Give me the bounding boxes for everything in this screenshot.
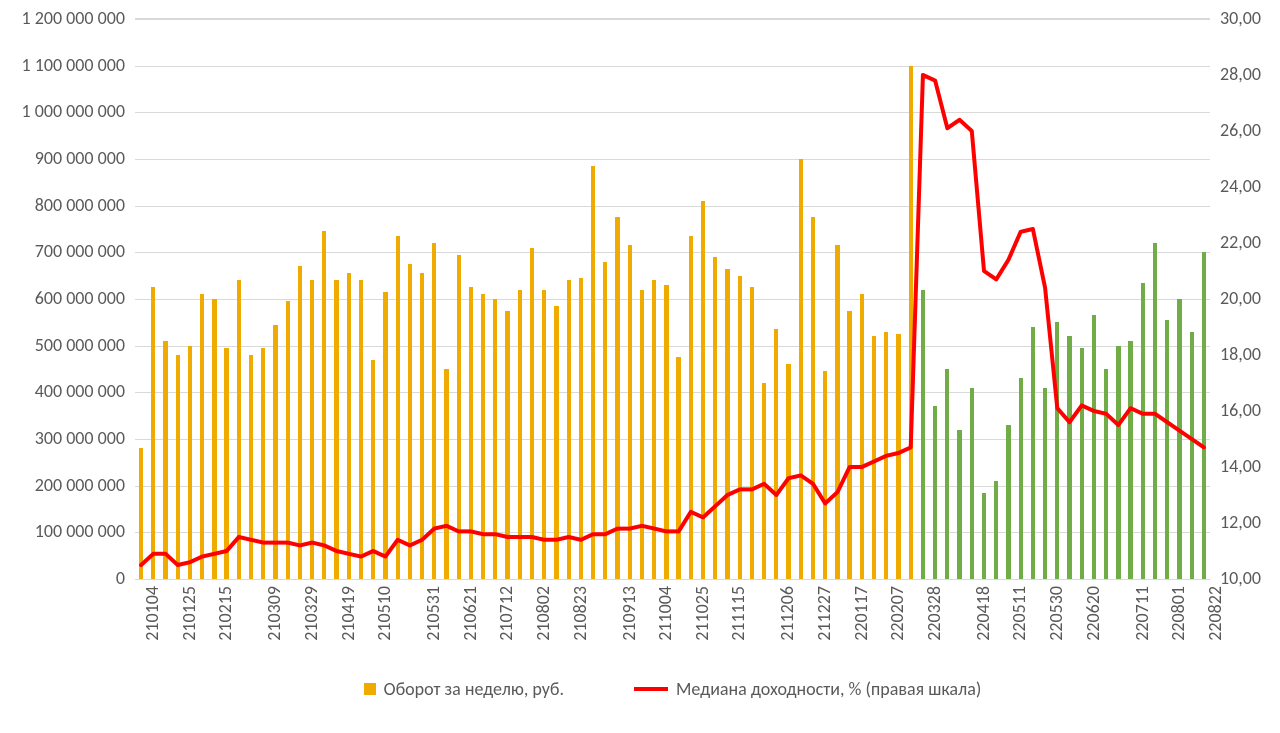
- y-left-tick-label: 0: [0, 569, 125, 587]
- x-tick-label: 210104: [141, 586, 163, 676]
- y-left-tick-label: 700 000 000: [0, 242, 125, 260]
- x-tick-label: 211206: [776, 586, 798, 676]
- legend-label: Оборот за неделю, руб.: [384, 678, 564, 700]
- y-left-tick-label: 400 000 000: [0, 382, 125, 400]
- legend: Оборот за неделю, руб. Медиана доходности…: [135, 678, 1210, 700]
- median-yield-line: [135, 19, 1210, 579]
- y-left-tick-label: 1 200 000 000: [0, 9, 125, 27]
- x-tick-label: 220117: [850, 586, 872, 676]
- x-tick-label: 210309: [263, 586, 285, 676]
- x-tick-label: 220328: [923, 586, 945, 676]
- y-left-tick-label: 500 000 000: [0, 336, 125, 354]
- x-tick-label: 211004: [654, 586, 676, 676]
- x-tick-label: 220620: [1082, 586, 1104, 676]
- plot-area: [135, 18, 1210, 579]
- combo-chart: Оборот за неделю, руб. Медиана доходности…: [0, 0, 1280, 733]
- x-tick-label: 220822: [1204, 586, 1226, 676]
- x-tick-label: 210823: [569, 586, 591, 676]
- y-right-tick-label: 10,00: [1220, 569, 1261, 587]
- y-right-tick-label: 18,00: [1220, 345, 1261, 363]
- x-tick-label: 210329: [300, 586, 322, 676]
- legend-swatch-bar: [364, 683, 376, 695]
- y-left-tick-label: 100 000 000: [0, 522, 125, 540]
- x-tick-label: 210125: [178, 586, 200, 676]
- y-left-tick-label: 1 100 000 000: [0, 56, 125, 74]
- y-right-tick-label: 12,00: [1220, 513, 1261, 531]
- x-tick-label: 211115: [727, 586, 749, 676]
- y-left-tick-label: 900 000 000: [0, 149, 125, 167]
- legend-swatch-line: [634, 687, 668, 691]
- y-left-tick-label: 600 000 000: [0, 289, 125, 307]
- y-right-tick-label: 16,00: [1220, 401, 1261, 419]
- gridline: [135, 579, 1210, 580]
- y-right-tick-label: 26,00: [1220, 121, 1261, 139]
- y-right-tick-label: 20,00: [1220, 289, 1261, 307]
- x-tick-label: 210215: [214, 586, 236, 676]
- legend-item: Оборот за неделю, руб.: [364, 678, 564, 700]
- y-left-tick-label: 200 000 000: [0, 476, 125, 494]
- x-tick-label: 220530: [1045, 586, 1067, 676]
- y-right-tick-label: 28,00: [1220, 65, 1261, 83]
- x-tick-label: 220711: [1131, 586, 1153, 676]
- y-left-tick-label: 800 000 000: [0, 196, 125, 214]
- x-tick-label: 220801: [1167, 586, 1189, 676]
- legend-label: Медиана доходности, % (правая шкала): [676, 678, 981, 700]
- x-tick-label: 210913: [618, 586, 640, 676]
- y-right-tick-label: 22,00: [1220, 233, 1261, 251]
- y-right-tick-label: 30,00: [1220, 9, 1261, 27]
- x-tick-label: 220511: [1008, 586, 1030, 676]
- legend-item: Медиана доходности, % (правая шкала): [634, 678, 981, 700]
- x-tick-label: 211227: [813, 586, 835, 676]
- x-tick-label: 220418: [972, 586, 994, 676]
- y-left-tick-label: 1 000 000 000: [0, 102, 125, 120]
- y-right-tick-label: 24,00: [1220, 177, 1261, 195]
- x-tick-label: 211025: [691, 586, 713, 676]
- x-tick-label: 210510: [373, 586, 395, 676]
- x-tick-label: 210621: [459, 586, 481, 676]
- y-left-tick-label: 300 000 000: [0, 429, 125, 447]
- x-tick-label: 210419: [337, 586, 359, 676]
- x-tick-label: 210802: [532, 586, 554, 676]
- x-tick-label: 210531: [422, 586, 444, 676]
- y-right-tick-label: 14,00: [1220, 457, 1261, 475]
- x-tick-label: 210712: [495, 586, 517, 676]
- x-tick-label: 220207: [886, 586, 908, 676]
